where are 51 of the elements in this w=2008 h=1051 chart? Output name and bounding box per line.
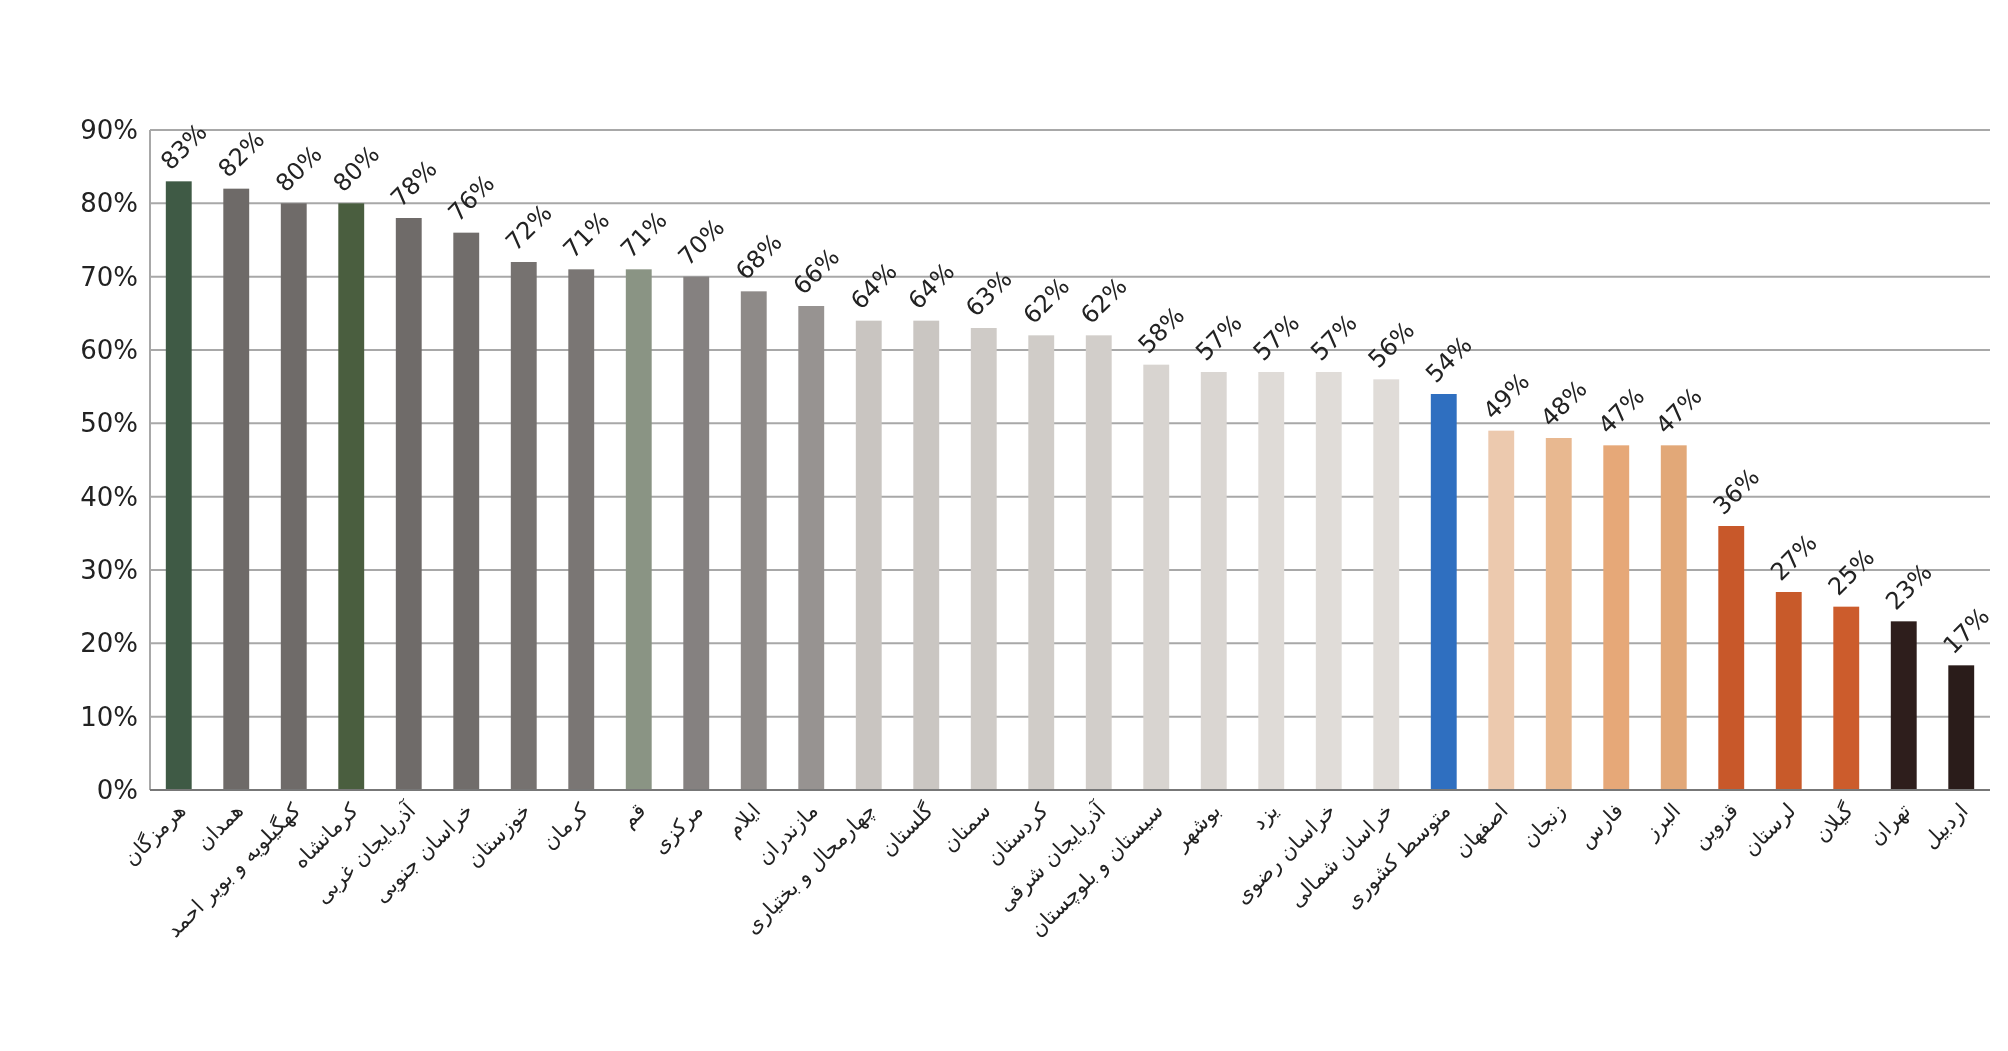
bar [1545, 438, 1572, 790]
y-tick-label: 50% [80, 408, 138, 439]
bar [855, 320, 882, 790]
y-tick-label: 90% [80, 115, 138, 145]
y-tick-label: 40% [80, 481, 138, 512]
y-tick-label: 20% [80, 628, 138, 659]
bar [1775, 592, 1802, 790]
bar [1948, 665, 1975, 790]
x-tick-label: همدان [191, 798, 248, 855]
bar [395, 218, 422, 790]
bar [625, 269, 652, 790]
bar [1373, 379, 1400, 790]
y-tick-label: 80% [80, 188, 138, 219]
x-tick-label: بوشهر [1168, 798, 1226, 856]
bar [223, 188, 250, 790]
bar [913, 320, 940, 790]
bar [1085, 335, 1112, 790]
x-tick-label: تهران [1864, 798, 1916, 850]
bar [970, 328, 997, 790]
bar [798, 306, 825, 790]
bar [683, 276, 710, 790]
bar [165, 181, 192, 790]
x-tick-label: یزد [1246, 798, 1283, 835]
bar [338, 203, 365, 790]
bar [1028, 335, 1055, 790]
x-tick-label: کرمان [537, 798, 593, 855]
bar [1488, 430, 1515, 790]
bar [1430, 394, 1457, 790]
bar [740, 291, 767, 790]
bar [280, 203, 307, 790]
bar [1603, 445, 1630, 790]
bar [1833, 606, 1860, 790]
bar [1143, 364, 1170, 790]
y-tick-label: 60% [80, 335, 138, 365]
x-tick-label: فارس [1573, 798, 1628, 853]
x-tick-label: ایلام [722, 798, 766, 842]
x-tick-label: اصفهان [1449, 798, 1513, 863]
bar [1258, 372, 1285, 790]
bar [1200, 372, 1227, 790]
x-tick-label: البرز [1639, 798, 1686, 845]
x-tick-label: زنجان [1516, 798, 1571, 852]
bar [1718, 526, 1745, 790]
x-tick-label: اردبیل [1918, 798, 1973, 854]
x-tick-label: گلستان [875, 798, 938, 861]
y-tick-label: 30% [80, 555, 138, 585]
bar [1660, 445, 1687, 790]
y-tick-label: 70% [80, 261, 138, 292]
bar [1890, 621, 1917, 790]
y-tick-label: 10% [80, 701, 138, 732]
x-tick-label: گیلان [1809, 798, 1858, 847]
bar [1315, 372, 1342, 790]
